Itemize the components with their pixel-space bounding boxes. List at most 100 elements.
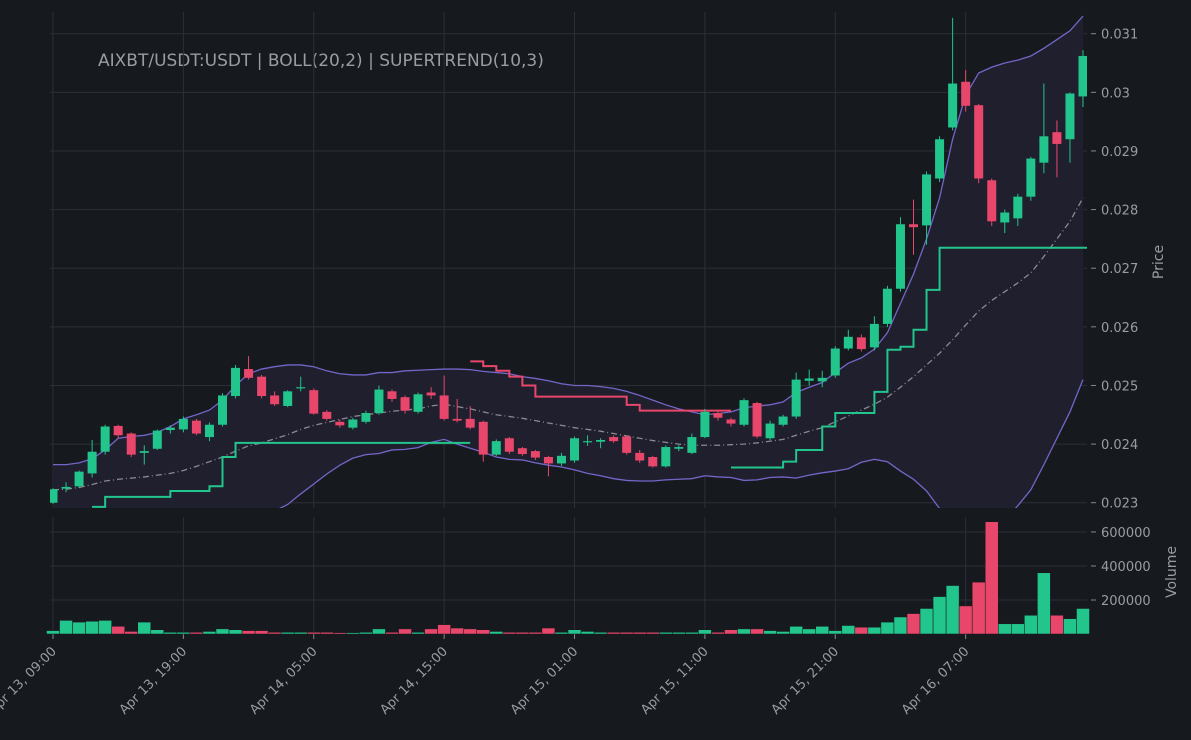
candle-body: [322, 411, 332, 419]
volume-bar: [528, 632, 543, 635]
volume-bar: [776, 631, 790, 635]
candle-body: [87, 451, 97, 474]
volume-bar: [698, 629, 712, 635]
volume-bar: [619, 632, 634, 635]
volume-bar: [307, 632, 321, 635]
y-tick-label: 200000: [1101, 594, 1151, 609]
candle-body: [622, 436, 632, 453]
candle-body: [283, 391, 293, 406]
volume-bar: [124, 631, 138, 635]
volume-bar: [163, 632, 178, 635]
volume-bar: [580, 631, 595, 635]
candle-body: [713, 413, 723, 418]
volume-bar: [932, 596, 947, 635]
volume-bar: [971, 581, 986, 635]
candle-body: [74, 471, 84, 487]
x-tick-label: Apr 14, 15:00: [377, 644, 450, 717]
volume-bar: [593, 632, 608, 635]
x-tick-label: Apr 15, 11:00: [638, 644, 711, 717]
candle-body: [909, 224, 919, 228]
volume-bar: [280, 632, 295, 635]
candle-body: [687, 437, 697, 453]
volume-bar: [398, 628, 412, 635]
volume-bar: [945, 585, 960, 635]
volume-bar: [489, 631, 504, 635]
volume-bar: [202, 631, 217, 635]
candle-body: [439, 395, 449, 419]
volume-bar: [228, 629, 243, 635]
indicator-line: [52, 197, 1084, 491]
volume-bar: [241, 630, 256, 635]
x-tick-label: Apr 15, 01:00: [508, 644, 581, 717]
volume-bar: [450, 627, 464, 635]
candle-body: [1039, 136, 1049, 163]
x-tick-label: Apr 16, 07:00: [899, 644, 972, 717]
candle-body: [556, 455, 566, 464]
volume-bar: [659, 632, 673, 635]
candle-body: [830, 348, 840, 376]
volume-bar: [424, 628, 438, 635]
volume-bar: [906, 613, 921, 635]
candle-body: [1065, 93, 1075, 140]
candle-body: [139, 451, 149, 453]
candle-body: [152, 430, 162, 449]
candle-body: [309, 390, 319, 414]
volume-bar: [763, 630, 777, 635]
indicator-line: [92, 246, 1087, 508]
volume-bar: [98, 620, 112, 635]
volume-bar: [645, 632, 660, 635]
candle-body: [543, 456, 553, 464]
volume-bar: [502, 632, 517, 635]
volume-bar: [137, 621, 152, 635]
volume-bar: [111, 626, 125, 635]
volume-bar: [85, 620, 99, 635]
volume-bar: [1076, 608, 1090, 635]
candle-body: [882, 288, 892, 324]
candle-body: [400, 397, 410, 411]
y-tick-label: 600000: [1101, 526, 1151, 541]
candle-body: [935, 139, 945, 179]
candle-body: [113, 425, 123, 436]
candle-body: [335, 421, 345, 426]
candle-body: [530, 451, 540, 458]
candle-body: [504, 438, 514, 452]
candle-body: [217, 395, 227, 425]
candle-body: [50, 489, 58, 503]
x-tick-label: Apr 14, 05:00: [247, 644, 320, 717]
candle-body: [791, 379, 801, 417]
candle-body: [191, 420, 201, 434]
indicator-line: [279, 379, 1084, 508]
indicator-line: [470, 360, 731, 412]
y-tick-label: 0.024: [1101, 438, 1138, 453]
candle-body: [231, 367, 241, 397]
volume-bar: [750, 628, 764, 635]
candle-body: [257, 376, 267, 397]
candle-body: [726, 419, 736, 424]
volume-bar: [59, 620, 73, 635]
candle-body: [165, 427, 175, 431]
volume-bar: [1024, 615, 1038, 635]
volume-bar: [1037, 572, 1051, 635]
volume-bar: [789, 626, 803, 635]
volume-bar: [372, 628, 386, 635]
candle-body: [517, 448, 527, 455]
y-tick-label: 0.028: [1101, 204, 1138, 219]
volume-bar: [385, 632, 399, 635]
volume-bar: [724, 629, 738, 635]
volume-bar: [411, 632, 425, 635]
volume-bar: [828, 630, 843, 635]
candle-body: [974, 105, 984, 179]
candle-body: [374, 389, 384, 414]
candle-body: [126, 433, 136, 455]
candle-body: [922, 174, 932, 226]
candle-body: [987, 180, 997, 222]
candle-body: [961, 81, 971, 106]
candle-body: [361, 413, 371, 422]
volume-bar: [841, 625, 856, 635]
volume-bar: [150, 629, 165, 635]
y-tick-label: 0.026: [1101, 321, 1138, 336]
candle-body: [61, 486, 71, 489]
volume-bar: [254, 630, 269, 635]
y-tick-label: 0.03: [1101, 86, 1130, 101]
